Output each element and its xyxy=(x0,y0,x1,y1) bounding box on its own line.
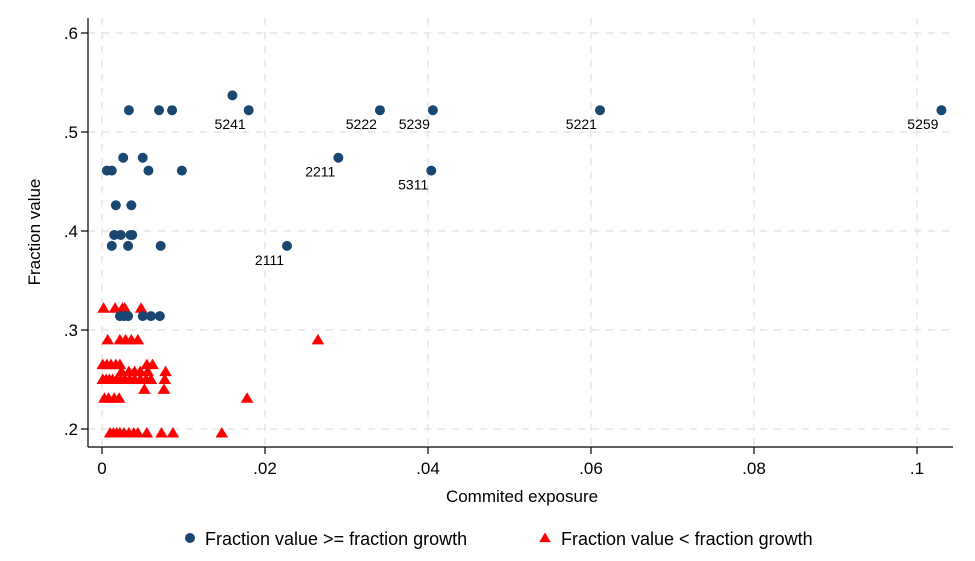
data-point-circle xyxy=(123,105,134,116)
data-point-circle xyxy=(137,311,148,322)
data-point-triangle xyxy=(131,333,145,345)
data-point-circle xyxy=(123,240,134,251)
data-point-triangle xyxy=(311,333,325,345)
data-point-circle xyxy=(118,152,129,163)
y-ticks: .2 .3 .4 .5 .6 xyxy=(64,24,88,439)
x-tick-label: .02 xyxy=(253,459,277,478)
data-point-triangle xyxy=(118,302,132,313)
data-point-triangle xyxy=(101,333,115,345)
data-point-circle xyxy=(123,311,134,322)
data-point-circle xyxy=(227,90,238,101)
data-points: 5259 5221 5239 5222 5241 5311 2211 2111 xyxy=(96,90,947,438)
data-point-triangle xyxy=(158,373,172,384)
data-point-circle xyxy=(137,152,148,163)
data-point-circle xyxy=(154,311,165,322)
grid xyxy=(88,18,953,447)
data-point-triangle xyxy=(131,426,145,438)
legend-circle-marker xyxy=(185,533,195,543)
y-tick-label: .2 xyxy=(64,420,78,439)
legend-label-above-growth: Fraction value >= fraction growth xyxy=(205,529,467,549)
data-point-circle xyxy=(106,240,117,251)
legend-label-below-growth: Fraction value < fraction growth xyxy=(561,529,813,549)
data-point-triangle xyxy=(112,392,126,403)
data-point-triangle xyxy=(113,358,127,370)
y-tick-label: .5 xyxy=(64,123,78,142)
data-point-triangle xyxy=(155,426,168,438)
x-tick-label: 0 xyxy=(97,459,106,478)
data-point-circle xyxy=(374,105,385,116)
data-point-circle xyxy=(243,105,254,116)
data-point-triangle xyxy=(159,365,172,377)
data-point-circle xyxy=(106,165,117,176)
data-point-triangle xyxy=(140,426,154,438)
data-point-circle xyxy=(155,240,166,251)
legend: Fraction value >= fraction growth Fracti… xyxy=(185,529,813,549)
data-point-circle xyxy=(167,105,178,116)
data-point-triangle xyxy=(138,383,151,394)
data-point-circle xyxy=(282,240,293,251)
data-point-triangle xyxy=(146,358,159,370)
data-point-circle xyxy=(127,229,138,240)
data-point-circle xyxy=(427,105,438,116)
x-tick-label: .04 xyxy=(416,459,440,478)
y-axis-title: Fraction value xyxy=(25,179,44,286)
data-point-triangle xyxy=(166,426,180,438)
data-point-circle xyxy=(594,105,605,116)
data-point-circle xyxy=(145,311,156,322)
data-point-triangle xyxy=(240,392,254,403)
data-point-triangle xyxy=(157,383,171,394)
point-label: 5239 xyxy=(399,116,430,132)
point-label: 5259 xyxy=(907,116,938,132)
data-point-triangle xyxy=(97,302,110,313)
data-point-triangle xyxy=(141,365,154,377)
point-label: 5222 xyxy=(346,116,377,132)
point-label: 5221 xyxy=(566,116,597,132)
y-tick-label: .6 xyxy=(64,24,78,43)
x-tick-label: .06 xyxy=(579,459,603,478)
data-point-circle xyxy=(333,152,344,163)
x-ticks: 0 .02 .04 .06 .08 .1 xyxy=(97,447,924,478)
data-point-circle xyxy=(426,165,437,176)
data-point-triangle xyxy=(134,302,148,313)
axes xyxy=(87,18,953,448)
data-point-circle xyxy=(154,105,165,116)
data-point-circle xyxy=(936,105,947,116)
data-point-circle xyxy=(115,229,126,240)
y-tick-label: .4 xyxy=(64,222,78,241)
x-tick-label: .08 xyxy=(742,459,766,478)
legend-triangle-marker xyxy=(539,532,551,543)
y-tick-label: .3 xyxy=(64,321,78,340)
data-point-circle xyxy=(110,200,121,211)
data-point-triangle xyxy=(215,426,229,438)
point-label: 5311 xyxy=(398,177,428,193)
x-tick-label: .1 xyxy=(910,459,924,478)
point-label: 2211 xyxy=(305,164,335,180)
point-label: 5241 xyxy=(215,116,246,132)
data-point-circle xyxy=(126,200,137,211)
data-point-circle xyxy=(143,165,154,176)
data-point-circle xyxy=(176,165,187,176)
point-label: 2111 xyxy=(255,252,284,268)
data-point-triangle xyxy=(144,373,158,384)
x-axis-title: Commited exposure xyxy=(446,487,598,506)
